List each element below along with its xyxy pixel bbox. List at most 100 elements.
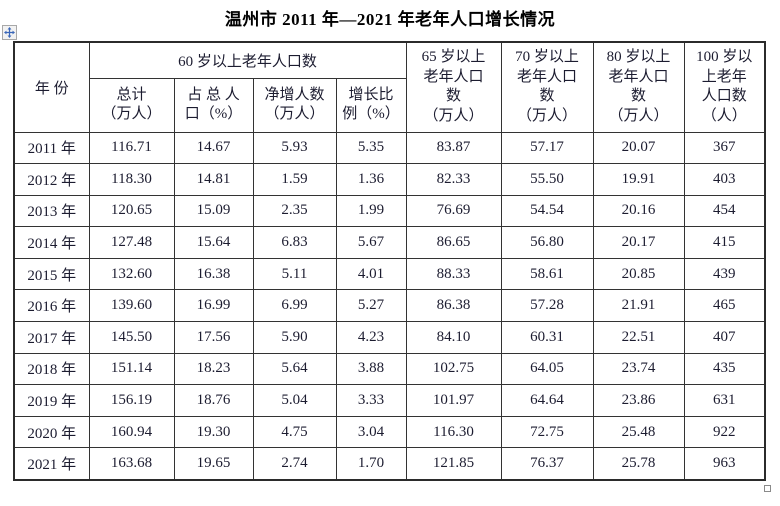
header-60-growth-rate: 增长比 例（%） [335, 77, 407, 133]
cell-100plus: 435 [683, 352, 766, 386]
cell-year: 2019 年 [13, 384, 90, 417]
cell-pct-60: 14.67 [173, 131, 254, 165]
cell-70plus: 57.17 [500, 131, 594, 165]
cell-net-increase: 1.59 [252, 163, 337, 196]
cell-growth-rate: 3.33 [335, 384, 407, 417]
header-100plus: 100 岁以 上老年 人口数 （人） [683, 41, 766, 133]
cell-net-increase: 5.04 [252, 384, 337, 417]
cell-pct-60: 19.65 [173, 447, 254, 481]
cell-65plus: 83.87 [405, 131, 502, 165]
cell-total-60: 156.19 [88, 384, 175, 417]
cell-70plus: 58.61 [500, 257, 594, 291]
header-60-share: 占 总 人 口（%） [173, 77, 254, 133]
page-title: 温州市 2011 年—2021 年老年人口增长情况 [224, 10, 556, 29]
cell-80plus: 20.85 [592, 257, 685, 291]
cell-80plus: 20.16 [592, 194, 685, 228]
cell-total-60: 120.65 [88, 194, 175, 228]
header-60plus-group: 60 岁以上老年人口数 [88, 41, 407, 79]
cell-65plus: 82.33 [405, 163, 502, 196]
cell-total-60: 163.68 [88, 447, 175, 481]
table-row: 2019 年 156.19 18.76 5.04 3.33 101.97 64.… [13, 384, 766, 417]
cell-year: 2013 年 [13, 194, 90, 228]
cell-growth-rate: 1.36 [335, 163, 407, 196]
cell-pct-60: 18.23 [173, 352, 254, 386]
cell-pct-60: 17.56 [173, 321, 254, 354]
cell-growth-rate: 4.23 [335, 321, 407, 354]
cell-pct-60: 14.81 [173, 163, 254, 196]
cell-65plus: 86.65 [405, 226, 502, 259]
cell-100plus: 415 [683, 226, 766, 259]
cell-pct-60: 16.99 [173, 289, 254, 323]
header-70plus: 70 岁以上 老年人口 数 （万人） [500, 41, 594, 133]
cell-70plus: 64.05 [500, 352, 594, 386]
cell-100plus: 407 [683, 321, 766, 354]
cell-growth-rate: 1.70 [335, 447, 407, 481]
cell-70plus: 60.31 [500, 321, 594, 354]
header-60-net-increase: 净增人数 （万人） [252, 77, 337, 133]
cell-65plus: 121.85 [405, 447, 502, 481]
table-move-handle[interactable] [2, 25, 17, 40]
cell-65plus: 86.38 [405, 289, 502, 323]
table-row: 2016 年 139.60 16.99 6.99 5.27 86.38 57.2… [13, 289, 766, 323]
table-row: 2018 年 151.14 18.23 5.64 3.88 102.75 64.… [13, 352, 766, 386]
cell-net-increase: 5.64 [252, 352, 337, 386]
cell-total-60: 139.60 [88, 289, 175, 323]
cell-growth-rate: 4.01 [335, 257, 407, 291]
cell-total-60: 132.60 [88, 257, 175, 291]
header-row-2: 总计 （万人） 占 总 人 口（%） 净增人数 （万人） 增长比 例（%） [14, 77, 765, 133]
cell-pct-60: 15.64 [173, 226, 254, 259]
cell-80plus: 20.07 [592, 131, 685, 165]
cell-total-60: 160.94 [88, 415, 175, 449]
table-row: 2020 年 160.94 19.30 4.75 3.04 116.30 72.… [13, 415, 766, 449]
cell-70plus: 57.28 [500, 289, 594, 323]
cell-net-increase: 5.93 [252, 131, 337, 165]
cell-100plus: 922 [683, 415, 766, 449]
cell-year: 2020 年 [13, 415, 90, 449]
cell-70plus: 72.75 [500, 415, 594, 449]
cell-net-increase: 4.75 [252, 415, 337, 449]
cell-100plus: 631 [683, 384, 766, 417]
cell-total-60: 118.30 [88, 163, 175, 196]
cell-100plus: 465 [683, 289, 766, 323]
table-row: 2017 年 145.50 17.56 5.90 4.23 84.10 60.3… [13, 321, 766, 354]
population-table: 年 份 60 岁以上老年人口数 65 岁以上 老年人口 数 （万人） 70 岁以… [13, 41, 767, 481]
move-cross-icon [4, 27, 15, 38]
header-65plus: 65 岁以上 老年人口 数 （万人） [405, 41, 502, 133]
cell-80plus: 23.86 [592, 384, 685, 417]
cell-65plus: 116.30 [405, 415, 502, 449]
cell-growth-rate: 1.99 [335, 194, 407, 228]
table-row: 2015 年 132.60 16.38 5.11 4.01 88.33 58.6… [13, 257, 766, 291]
cell-70plus: 64.64 [500, 384, 594, 417]
cell-total-60: 145.50 [88, 321, 175, 354]
header-row-1: 年 份 60 岁以上老年人口数 65 岁以上 老年人口 数 （万人） 70 岁以… [13, 41, 766, 133]
cell-year: 2017 年 [13, 321, 90, 354]
cell-net-increase: 5.90 [252, 321, 337, 354]
cell-80plus: 25.48 [592, 415, 685, 449]
cell-net-increase: 6.99 [252, 289, 337, 323]
cell-pct-60: 19.30 [173, 415, 254, 449]
cell-65plus: 84.10 [405, 321, 502, 354]
cell-year: 2016 年 [13, 289, 90, 323]
table-resize-handle[interactable] [764, 485, 771, 492]
cell-net-increase: 2.74 [252, 447, 337, 481]
cell-total-60: 127.48 [88, 226, 175, 259]
cell-growth-rate: 3.88 [335, 352, 407, 386]
cell-year: 2015 年 [13, 257, 90, 291]
cell-80plus: 21.91 [592, 289, 685, 323]
cell-65plus: 101.97 [405, 384, 502, 417]
cell-year: 2018 年 [13, 352, 90, 386]
cell-net-increase: 6.83 [252, 226, 337, 259]
cell-pct-60: 15.09 [173, 194, 254, 228]
cell-growth-rate: 5.35 [335, 131, 407, 165]
table-row: 2021 年 163.68 19.65 2.74 1.70 121.85 76.… [13, 447, 766, 481]
cell-70plus: 56.80 [500, 226, 594, 259]
cell-100plus: 454 [683, 194, 766, 228]
cell-growth-rate: 5.67 [335, 226, 407, 259]
cell-65plus: 76.69 [405, 194, 502, 228]
cell-growth-rate: 5.27 [335, 289, 407, 323]
cell-80plus: 20.17 [592, 226, 685, 259]
cell-70plus: 76.37 [500, 447, 594, 481]
table-row: 2012 年 118.30 14.81 1.59 1.36 82.33 55.5… [13, 163, 766, 196]
table-row: 2014 年 127.48 15.64 6.83 5.67 86.65 56.8… [13, 226, 766, 259]
cell-65plus: 88.33 [405, 257, 502, 291]
